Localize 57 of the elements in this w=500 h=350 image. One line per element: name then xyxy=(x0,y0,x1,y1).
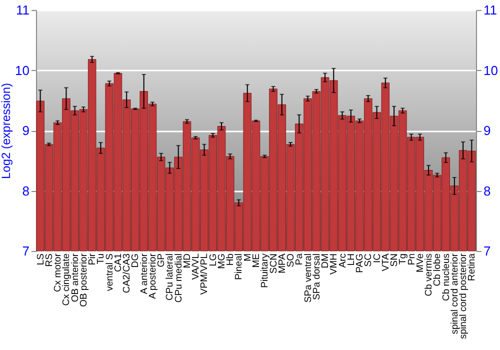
x-tick-label: Cx cingulate xyxy=(61,254,72,306)
x-tick-label: SC xyxy=(363,253,374,267)
x-tick-label: IC xyxy=(372,253,383,263)
x-tick-label: GP xyxy=(156,254,168,268)
x-tick-label: SPa dorsal xyxy=(311,254,322,300)
x-tick-label: ventral S xyxy=(104,254,116,291)
x-tick-label: DG xyxy=(130,254,142,268)
y2-tick-label: 8 xyxy=(484,183,491,198)
x-tick-label: MVe xyxy=(414,254,426,273)
x-tick-label: SCN xyxy=(268,253,280,274)
y2-tick-label: 9 xyxy=(484,123,491,138)
y-tick-label: 11 xyxy=(16,2,30,18)
x-tick-label: Cb lobe xyxy=(432,254,444,286)
x-tick-label: MPA xyxy=(276,252,288,274)
x-tick-label: CA1 xyxy=(112,254,124,272)
x-tick-label: Pituitary xyxy=(260,253,271,288)
y2-tick-label: 7 xyxy=(484,244,491,258)
x-tick-label: Arc xyxy=(337,253,348,268)
y-tick-label: 7 xyxy=(22,244,30,258)
x-tick-label: Retina xyxy=(466,252,478,281)
x-tick-label: VTA xyxy=(380,252,392,272)
x-tick-label: Tg xyxy=(398,254,409,265)
x-tick-label: ME xyxy=(251,254,262,268)
x-tick-label: A anterior xyxy=(138,254,150,294)
x-tick-label: CPu medial xyxy=(173,254,184,303)
x-tick-label: Pineal xyxy=(234,254,245,280)
x-tick-label: LH xyxy=(346,253,357,266)
y-tick-label: 10 xyxy=(15,62,30,78)
x-tick-label: M xyxy=(242,253,254,262)
x-tick-label: Tu xyxy=(96,254,107,264)
x-tick-label: Hb xyxy=(225,254,236,266)
x-tick-label: VPM/VPL xyxy=(199,254,210,295)
x-tick-label: A posterior xyxy=(147,254,158,299)
x-tick-label: MD xyxy=(182,253,193,268)
x-tick-label: Pn xyxy=(406,254,418,266)
y-tick-label: 8 xyxy=(22,183,30,198)
x-tick-label: OB anterior xyxy=(70,254,81,302)
y-axis-title: Log2 (expression) xyxy=(0,82,14,180)
x-tick-label: OB posterior xyxy=(78,254,90,307)
x-tick-label: SO xyxy=(286,254,297,268)
x-tick-label: SN xyxy=(389,253,400,267)
x-tick-label: CPu lateral xyxy=(164,254,176,300)
x-tick-label: MG xyxy=(216,254,228,269)
y-tick-label: 9 xyxy=(22,123,30,138)
y2-tick-label: 10 xyxy=(484,62,498,78)
x-tick-label: spinal cord anterior xyxy=(449,254,460,334)
x-tick-label: Pir xyxy=(87,254,98,266)
x-tick-label: Pa xyxy=(294,252,306,266)
x-tick-label: RS xyxy=(44,254,55,267)
x-tick-label: Cb nucleus xyxy=(440,253,452,302)
y2-tick-label: 11 xyxy=(484,2,497,18)
x-tick-label: LS xyxy=(35,254,46,266)
x-tick-label: DM xyxy=(320,253,332,268)
x-tick-label: VMH xyxy=(328,253,340,275)
x-tick-label: spinal cord posterior xyxy=(458,254,470,340)
x-tick-label: LG xyxy=(208,254,219,266)
x-tick-label: SPa ventral xyxy=(302,254,314,303)
